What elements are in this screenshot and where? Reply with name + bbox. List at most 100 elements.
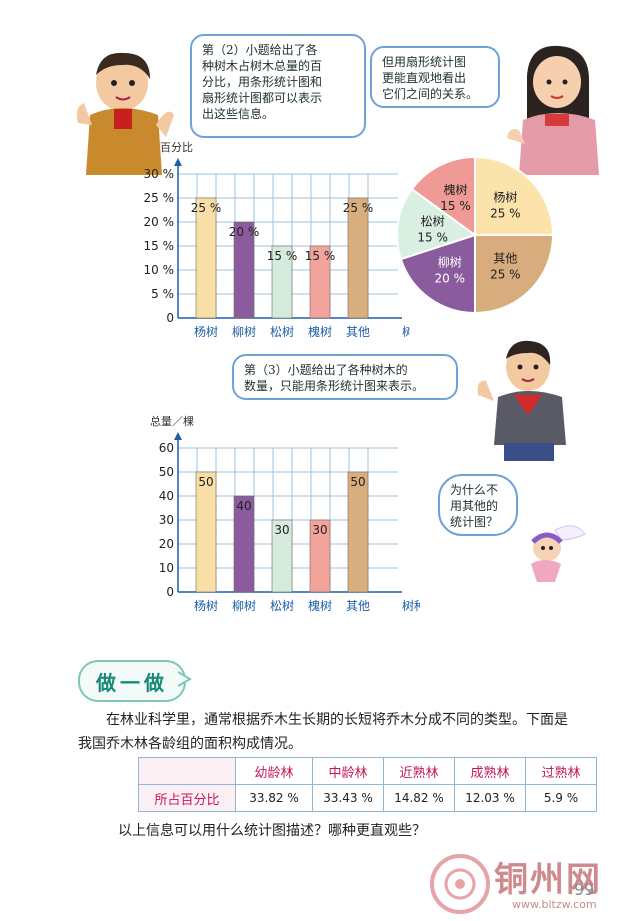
percent-chart-bar [195,197,217,319]
percent-chart-bar [271,245,293,319]
table-header-cell: 近熟林 [383,757,455,785]
pie-slice-value: 25 % [490,267,521,281]
pie-slice-label: 槐树 [444,182,468,197]
count-chart-category-label: 其他 [346,599,370,613]
count-bar-chart: 总量／棵 0 10 20 30 40 50 60 50 杨树 40 柳树 30 松树 30 槐树 50 其他 树种 [150,414,420,613]
pie-slice [410,155,476,237]
watermark-url: www.bltzw.com [512,898,597,911]
count-chart-ytick-label: 50 [159,465,174,479]
percent-chart-category-label: 杨树 [194,324,218,339]
percent-chart-ytick-label: 10 % [144,263,175,277]
pie-slice [396,187,478,261]
count-chart-y-axis-arrow [174,432,182,440]
count-chart-bar-value-label: 40 [236,499,251,513]
pie-slice-label: 杨树 [493,190,517,205]
count-chart-bar-value-label: 50 [198,475,213,489]
percent-chart-ytick-label: 30 % [144,167,175,181]
speech-text-why: 为什么不 用其他的 统计图？ [450,483,499,529]
percent-chart-category-label: 槐树 [308,324,332,339]
watermark-name: 铜州网 [494,860,602,900]
pie-slice-label: 松树 [421,213,445,228]
percent-chart-ytick-label: 15 % [144,239,175,253]
percent-chart-bar-value-label: 25 % [191,201,222,215]
count-chart-bar-value-label: 30 [312,523,327,537]
section-title: 做一做 [78,660,186,702]
count-chart-category-label: 松树 [270,598,294,613]
count-chart-ytick-label: 0 [166,585,174,599]
table-header-cell: 过熟林 [525,757,597,785]
percent-chart-bar-value-label: 15 % [305,249,336,263]
count-chart-ylabel: 总量／棵 [150,414,194,428]
pie-slice-label: 其他 [493,251,517,265]
table-cell: 33.82 % [235,784,313,812]
percent-chart-bar [347,197,369,319]
count-chart-x-axis-label: 树种 [402,598,420,613]
boy-illustration-middle [477,340,566,461]
count-chart-ytick-label: 30 [159,513,174,527]
speech-text-q2: 第（2）小题给出了各 种树木占树木总量的百 分比，用条形统计图和 扇形统计图都可… [202,43,323,121]
watermark-logo [430,854,490,914]
table-header-cell: 中龄林 [312,757,384,785]
count-chart-bar [271,519,293,593]
section-title-tail [178,671,192,687]
count-chart-ytick-label: 20 [159,537,174,551]
percent-chart-ytick-label: 0 [166,311,174,325]
count-chart-category-label: 槐树 [308,598,332,613]
age-group-table: 幼龄林 中龄林 近熟林 成熟林 过熟林 所占百分比 33.82 % 33.43 … [138,757,597,812]
count-chart-bar [233,495,255,593]
percent-chart-category-label: 松树 [270,324,294,339]
percent-chart-bar [233,221,255,319]
percent-chart-ytick-label: 5 % [151,287,174,301]
count-chart-ytick-label: 10 [159,561,174,575]
table-cell: 33.43 % [312,784,384,812]
speech-bubble-q2: 第（2）小题给出了各 种树木占树木总量的百 分比，用条形统计图和 扇形统计图都可… [190,34,366,138]
percent-chart-y-axis-arrow [174,158,182,166]
pie-slice [474,155,555,236]
percent-chart-bar [309,245,331,319]
table-cell: 5.9 % [525,784,597,812]
pie-slice-value: 20 % [435,272,466,286]
pie-slice-value: 15 % [440,199,471,213]
percent-chart-x-axis-label: 树种 [402,324,410,339]
pie-slice [474,234,555,315]
table-row-label: 所占百分比 [138,784,236,812]
count-chart-category-label: 杨树 [194,598,218,613]
count-chart-bar [195,471,217,593]
count-chart-bar [309,519,331,593]
pie-slice-value: 15 % [417,230,448,244]
table-row: 所占百分比 33.82 % 33.43 % 14.82 % 12.03 % 5.… [138,784,597,812]
girl-illustration [507,45,599,175]
table-header-cell: 幼龄林 [235,757,313,785]
speech-text-pie: 但用扇形统计图 更能直观地看出 它们之间的关系。 [382,55,479,101]
percent-chart-bar-value-label: 25 % [343,201,374,215]
count-chart-category-label: 柳树 [232,598,256,613]
speech-bubble-why: 为什么不 用其他的 统计图？ [438,474,518,536]
table-header-cell: 成熟林 [454,757,526,785]
count-chart-bar-value-label: 30 [274,523,289,537]
percent-chart-bar-value-label: 15 % [267,249,298,263]
percent-bar-chart: 百分比 0 5 % 10 % 15 % 20 % 25 % 30 % 25 % 杨树 20 % 柳树… [144,141,411,339]
speech-bubble-pie: 但用扇形统计图 更能直观地看出 它们之间的关系。 [370,46,500,108]
boy-illustration-top [76,52,174,175]
table-cell: 12.03 % [454,784,526,812]
count-chart-ytick-label: 40 [159,489,174,503]
table-corner-cell [138,757,236,785]
table-cell: 14.82 % [383,784,455,812]
table-header-row: 幼龄林 中龄林 近熟林 成熟林 过熟林 [138,757,597,785]
count-chart-bar [347,471,369,593]
percent-chart-category-label: 柳树 [232,324,256,339]
percent-chart-category-label: 其他 [346,325,370,339]
section-paragraph: 在林业科学里，通常根据乔木生长期的长短将乔木分成不同的类型。下面是我国乔木林各龄… [78,712,568,752]
page-number: 99 [574,880,595,899]
percent-chart-bar-value-label: 20 % [229,225,260,239]
count-chart-bar-value-label: 50 [350,475,365,489]
pie-slice-value: 25 % [490,207,521,221]
pie-slice [399,233,476,315]
section-question: 以上信息可以用什么统计图描述？哪种更直观些？ [118,823,426,839]
percent-chart-ytick-label: 20 % [144,215,175,229]
pie-slice-label: 柳树 [438,255,462,270]
angel-illustration [531,525,586,582]
percent-chart-ylabel: 百分比 [160,141,193,154]
speech-text-q3: 第（3）小题给出了各种树木的 数量，只能用条形统计图来表示。 [244,363,425,393]
